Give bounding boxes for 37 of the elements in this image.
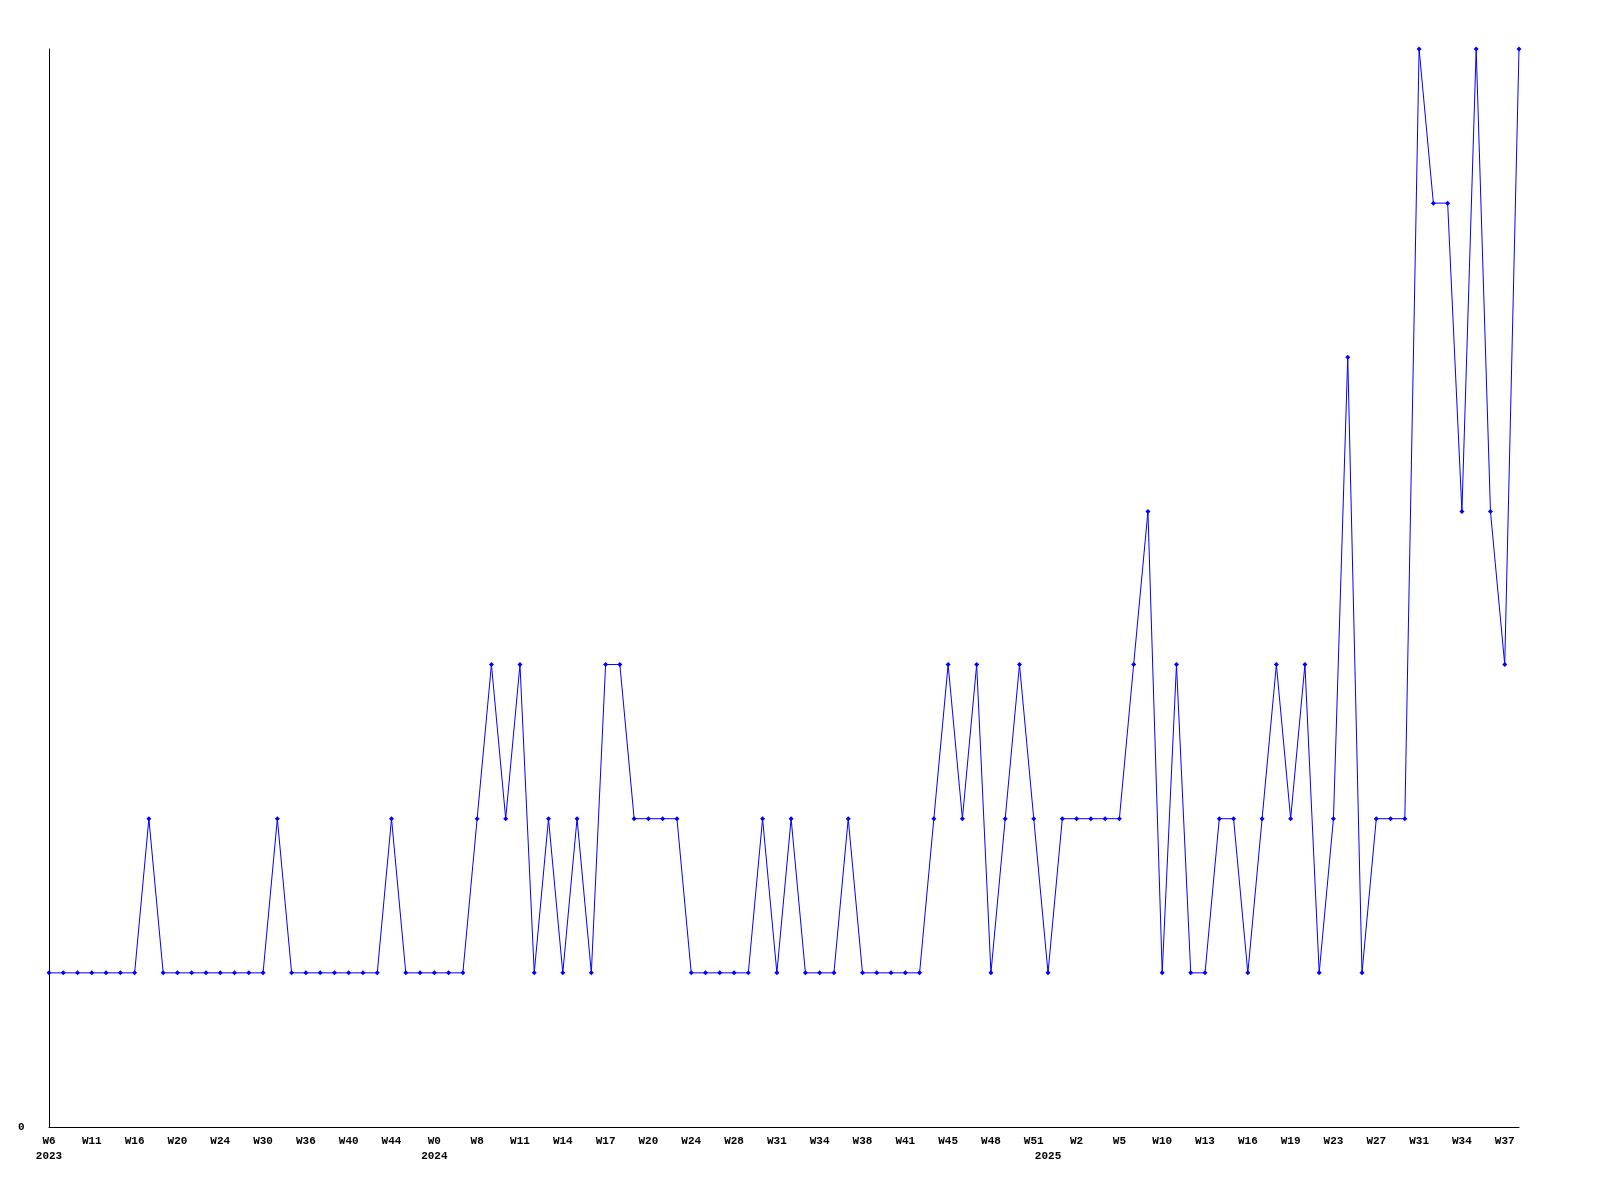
x-tick-label: W30 [253,1134,273,1147]
x-tick-label: W0 2024 [421,1134,448,1162]
x-tick-label: W11 [81,1134,103,1147]
x-tick-label: W2 [1069,1134,1084,1147]
x-tick-label: W14 [552,1134,574,1147]
x-tick-label: W8 [470,1134,485,1147]
x-tick-label: W6 2023 [35,1134,63,1162]
x-tick-label: W38 [852,1134,873,1147]
x-tick-label: W16 [124,1134,145,1147]
x-tick-label: W41 [895,1134,916,1147]
x-tick-label: W36 [295,1134,316,1147]
x-tick-label: W48 [981,1134,1002,1147]
x-tick-label: W23 [1323,1134,1344,1147]
x-tick-label: W34 [1452,1134,1473,1147]
x-tick-label: W51 [1023,1134,1045,1147]
x-tick-label: W19 [1280,1134,1301,1147]
text: 0 [18,1120,25,1133]
x-tick-label: W24 [681,1134,702,1147]
x-tick-label: W24 [210,1134,231,1147]
x-tick-label: W44 [381,1134,402,1147]
x-tick-label: W40 [338,1134,359,1147]
x-tick-label: W5 [1112,1134,1127,1147]
x-tick-label: W27 [1366,1134,1387,1147]
x-tick-label: W34 [809,1134,830,1147]
x-tick-label: W28 [724,1134,745,1147]
x-tick-label: W31 [1409,1134,1430,1147]
x-tick-label: W13 [1195,1134,1216,1147]
x-tick-label: W37 [1494,1134,1515,1147]
x-tick-label: W31 [766,1134,788,1147]
x-tick-label: W45 [938,1134,959,1147]
x-tick-label: W20 [167,1134,188,1147]
x-tick-label: W20 [638,1134,659,1147]
x-tick-label: W17 [595,1134,616,1147]
x-tick-label: W11 [510,1134,531,1147]
x-tick-label: W16 [1237,1134,1258,1147]
x-tick-label: W10 [1152,1134,1173,1147]
x-tick-label: 2025 [1034,1149,1062,1162]
